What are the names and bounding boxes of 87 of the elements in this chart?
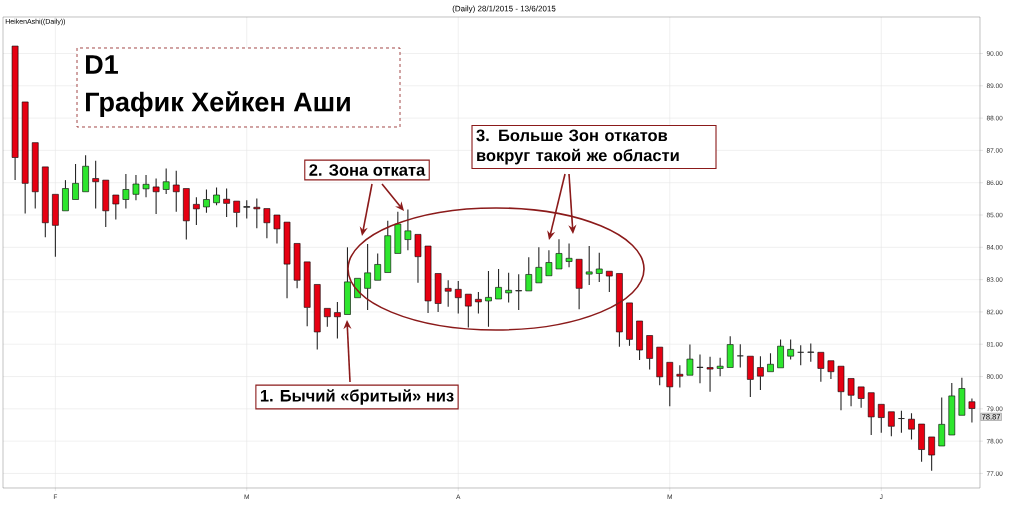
candlestick bbox=[424, 245, 432, 314]
candlestick bbox=[716, 357, 724, 377]
candlestick bbox=[888, 411, 895, 437]
candlestick bbox=[595, 252, 603, 283]
candlestick bbox=[414, 234, 422, 284]
candlestick bbox=[847, 378, 855, 407]
candlestick bbox=[253, 197, 261, 229]
candlestick bbox=[223, 187, 230, 218]
chart-title: (Daily) 28/1/2015 - 13/6/2015 bbox=[452, 5, 556, 13]
candlestick bbox=[666, 362, 674, 407]
candlestick bbox=[444, 279, 452, 308]
candlestick bbox=[303, 261, 311, 327]
candlestick bbox=[535, 246, 543, 284]
candlestick bbox=[404, 208, 412, 251]
candlestick bbox=[475, 291, 482, 315]
candlestick bbox=[777, 338, 784, 369]
candlestick bbox=[646, 335, 653, 370]
candlestick bbox=[324, 308, 331, 328]
candlestick bbox=[767, 352, 774, 372]
candlestick bbox=[555, 238, 563, 270]
candlestick bbox=[857, 386, 865, 409]
candlestick bbox=[706, 356, 714, 393]
candlestick bbox=[686, 344, 694, 376]
candlestick bbox=[606, 270, 613, 293]
candlestick bbox=[132, 174, 140, 201]
candlestick bbox=[203, 188, 210, 214]
candlestick bbox=[495, 268, 502, 300]
annotation: График Хейкен Аши bbox=[86, 91, 350, 117]
candlestick bbox=[938, 396, 946, 447]
candlestick bbox=[867, 392, 875, 436]
candlestick bbox=[52, 194, 59, 258]
candlestick bbox=[374, 252, 382, 281]
candlestick bbox=[233, 200, 240, 228]
candlestick bbox=[31, 142, 39, 210]
candlestick bbox=[827, 360, 835, 380]
candlestick bbox=[62, 179, 69, 212]
candlestick bbox=[545, 249, 553, 277]
candlestick bbox=[263, 208, 271, 239]
candlestick bbox=[485, 270, 492, 328]
candlestick bbox=[21, 101, 29, 214]
candlestick bbox=[585, 245, 593, 286]
candlestick bbox=[122, 173, 130, 210]
candlestick bbox=[747, 355, 754, 398]
candlestick bbox=[837, 365, 845, 411]
candlestick bbox=[565, 242, 573, 268]
candlestick bbox=[696, 354, 704, 384]
candlestick bbox=[676, 364, 684, 389]
candlestick bbox=[283, 221, 291, 299]
candlestick bbox=[82, 154, 89, 193]
candlestick bbox=[948, 382, 956, 436]
candlestick bbox=[364, 243, 371, 311]
candlestick bbox=[817, 352, 825, 383]
candlestick bbox=[243, 199, 251, 220]
candlestick bbox=[142, 174, 150, 198]
candlestick bbox=[454, 280, 462, 315]
candlestick bbox=[152, 177, 160, 215]
annotation: 3. Больше Зон откатов вокруг такой же области bbox=[476, 129, 679, 165]
candlestick bbox=[162, 167, 170, 195]
candlestick bbox=[626, 302, 633, 347]
candlestick bbox=[293, 243, 301, 289]
candlestick bbox=[11, 45, 19, 181]
candlestick bbox=[575, 258, 583, 310]
candlestick bbox=[434, 273, 442, 313]
candlestick bbox=[172, 170, 180, 213]
candlestick bbox=[92, 160, 99, 210]
candlestick bbox=[636, 320, 643, 361]
candlestick bbox=[958, 377, 966, 416]
candlestick bbox=[757, 355, 764, 391]
candlestick bbox=[908, 412, 915, 441]
candlestick bbox=[807, 343, 815, 363]
candlestick bbox=[726, 335, 734, 368]
candlestick bbox=[183, 188, 190, 241]
candlestick bbox=[273, 214, 281, 244]
annotation: 1. Бычий «бритый» низ bbox=[260, 389, 454, 405]
candlestick bbox=[193, 196, 200, 226]
candlestick bbox=[968, 397, 976, 423]
annotation: 2. Зона отката bbox=[309, 164, 426, 176]
candlestick bbox=[465, 293, 472, 328]
candlestick bbox=[505, 272, 512, 304]
candlestick bbox=[334, 301, 341, 339]
annotation: D1 bbox=[86, 55, 118, 74]
candlestick bbox=[72, 163, 79, 200]
candlestick bbox=[736, 343, 744, 369]
candlestick bbox=[928, 436, 935, 472]
candlestick bbox=[616, 273, 623, 348]
candlestick bbox=[515, 273, 523, 311]
candlestick bbox=[112, 194, 120, 221]
